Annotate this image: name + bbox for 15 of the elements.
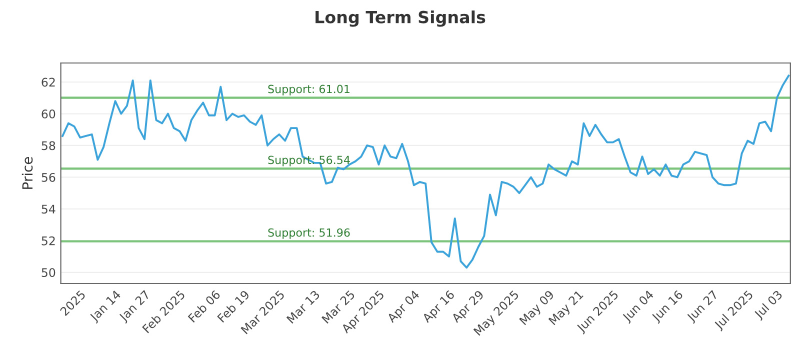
y-tick-label: 56 [42,172,56,182]
y-tick-label: 52 [42,236,55,246]
y-tick-label: 60 [42,109,56,118]
x-tick-label: Apr 04 [386,290,422,325]
y-tick-label: 54 [42,204,56,214]
y-tick-label: 62 [42,78,55,87]
y-tick-label: 50 [42,268,56,278]
ref-line-label: Support: 51.96 [268,228,350,239]
y-axis-title: Price [22,157,33,189]
line-series [62,74,790,269]
y-tick-label: 58 [42,141,56,150]
chart-title: Long Term Signals [316,10,486,27]
x-tick-label: Mar 13 [286,290,320,324]
x-tick-label: Jul 03 [753,290,784,321]
ref-line-label: Support: 61.01 [268,84,350,96]
